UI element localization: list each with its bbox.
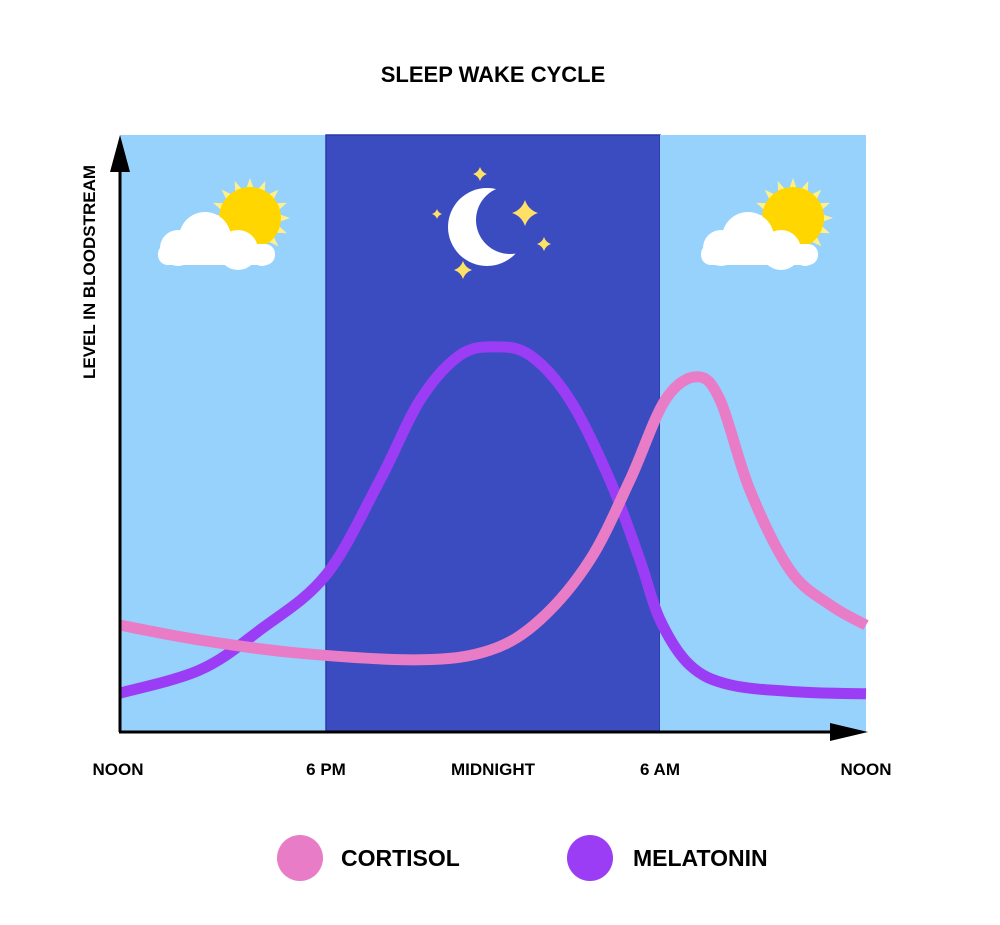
x-tick-label: MIDNIGHT [451, 760, 536, 779]
star-icon [473, 167, 487, 181]
x-tick-label: NOON [841, 760, 892, 779]
legend-label-melatonin: MELATONIN [633, 845, 768, 871]
series-line-melatonin [118, 341, 867, 700]
y-axis-label: LEVEL IN BLOODSTREAM [80, 165, 99, 379]
y-axis-arrow-icon [110, 135, 130, 172]
sun-behind-cloud-icon [701, 178, 833, 270]
star-icon [512, 200, 538, 226]
star-icon [432, 209, 442, 219]
star-icon [454, 261, 472, 279]
axes [110, 135, 868, 741]
x-tick-label: 6 PM [306, 760, 346, 779]
x-axis-arrow-icon [830, 723, 868, 741]
chart-title: SLEEP WAKE CYCLE [381, 62, 606, 87]
sun-behind-cloud-icon [158, 178, 290, 270]
series-line-cortisol [118, 371, 869, 666]
legend: CORTISOL MELATONIN [277, 835, 768, 881]
legend-swatch-melatonin [567, 835, 613, 881]
star-icon [537, 237, 551, 251]
x-tick-label: 6 AM [640, 760, 680, 779]
legend-label-cortisol: CORTISOL [341, 845, 460, 871]
legend-swatch-cortisol [277, 835, 323, 881]
x-tick-label: NOON [93, 760, 144, 779]
moon-with-stars-icon [432, 167, 551, 279]
